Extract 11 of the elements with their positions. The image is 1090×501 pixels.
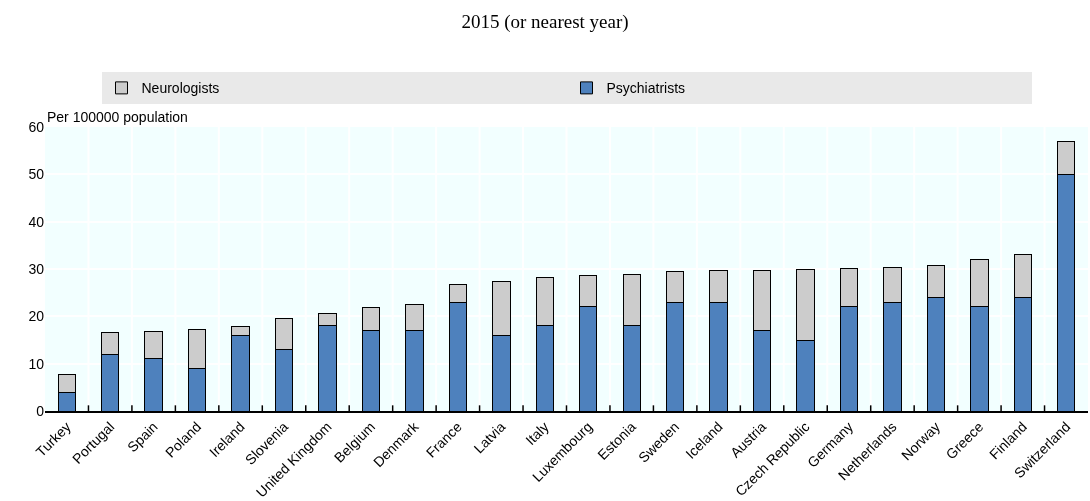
y-tick-label: 60 — [28, 118, 45, 135]
chart-title: 2015 (or nearest year) — [461, 11, 629, 34]
y-tick-label: 0 — [36, 402, 45, 419]
legend-label: Neurologists — [141, 80, 220, 97]
y-tick-label: 20 — [28, 308, 45, 325]
y-tick-label: 10 — [28, 355, 45, 372]
legend-label: Psychiatrists — [606, 80, 686, 97]
y-tick-label: 50 — [28, 166, 45, 183]
y-tick-label: 40 — [28, 213, 45, 230]
y-axis-title: Per 100000 population — [47, 109, 188, 125]
y-tick-label: 30 — [28, 260, 45, 277]
